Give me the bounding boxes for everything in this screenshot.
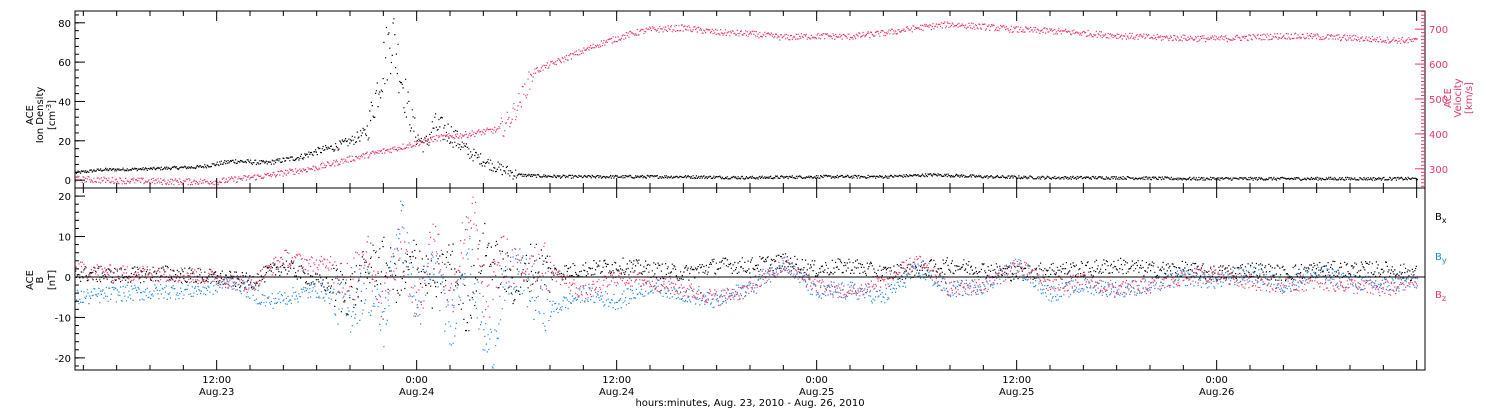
by-series (75, 200, 1418, 369)
x-axis-title: hours:minutes, Aug. 23, 2010 - Aug. 26, … (635, 398, 864, 409)
x-tick-time: 12:00 (1002, 375, 1031, 386)
x-tick-date: Aug.24 (599, 387, 634, 398)
x-tick-date: Aug.25 (799, 387, 834, 398)
x-tick-date: Aug.25 (999, 387, 1034, 398)
x-tick-time: 12:00 (202, 375, 231, 386)
density-tick-label: 60 (58, 58, 71, 69)
density-axis-unit: [cm-3] (45, 100, 58, 130)
b-axis-unit: [nT] (47, 270, 58, 290)
legend-bz: Bz (1435, 290, 1446, 303)
velocity-tick-label: 600 (1429, 60, 1448, 71)
b-tick-label: 10 (58, 233, 71, 244)
b-axis-label-2: B (35, 276, 46, 283)
axes: 0 20 40 60 80 300 400 500 600 700 -20 -10 0 10 20 12:00… (55, 10, 1448, 398)
x-tick-date: Aug.26 (1199, 387, 1234, 398)
velocity-tick-label: 500 (1429, 95, 1448, 106)
velocity-tick-label: 400 (1429, 130, 1448, 141)
b-axis-label-1: ACE (25, 270, 36, 290)
velocity-tick-label: 300 (1429, 165, 1448, 176)
bz-series (75, 196, 1418, 337)
density-points (75, 18, 1418, 181)
b-tick-label: -20 (55, 354, 71, 365)
legend-bx: Bx (1435, 212, 1447, 225)
density-tick-label: 20 (58, 137, 71, 148)
x-tick-date: Aug.23 (199, 387, 234, 398)
velocity-tick-label: 700 (1429, 25, 1448, 36)
x-tick-time: 12:00 (602, 375, 631, 386)
velocity-axis-label-1: ACE (1443, 88, 1454, 108)
b-tick-label: 0 (65, 273, 71, 284)
b-tick-label: -10 (55, 313, 71, 324)
density-axis-label-1: ACE (25, 105, 36, 125)
x-tick-date: Aug.24 (399, 387, 434, 398)
velocity-axis-label-2: Velocity (1453, 78, 1464, 117)
x-tick-time: 0:00 (1205, 375, 1227, 386)
density-tick-label: 0 (65, 176, 71, 187)
legend-by: By (1435, 252, 1447, 265)
x-tick-time: 0:00 (805, 375, 827, 386)
bz-points (75, 196, 1418, 337)
velocity-points (75, 21, 1418, 186)
density-tick-label: 80 (58, 19, 71, 30)
density-series (75, 18, 1418, 181)
velocity-series (75, 21, 1418, 186)
velocity-axis-unit: [km/s] (1464, 82, 1475, 114)
x-tick-time: 0:00 (405, 375, 427, 386)
density-axis-label-2: Ion Density (35, 87, 46, 144)
by-points (75, 200, 1418, 369)
b-tick-label: 20 (58, 192, 71, 203)
density-tick-label: 40 (58, 97, 71, 108)
